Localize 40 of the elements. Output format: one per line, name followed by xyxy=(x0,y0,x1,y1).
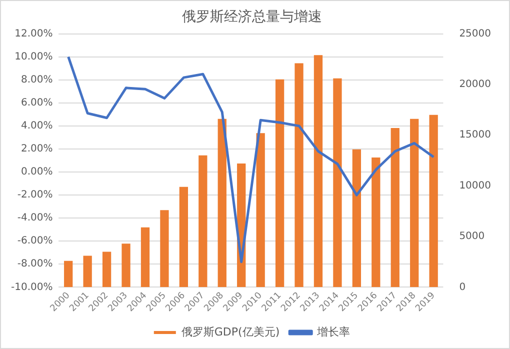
bar xyxy=(314,55,323,288)
y-tick-label: 12.00% xyxy=(14,28,53,40)
bar xyxy=(294,63,304,288)
bar xyxy=(275,79,284,288)
y2-tick-label: 25000 xyxy=(459,28,491,40)
y-tick-label: 4.00% xyxy=(20,120,53,132)
bar xyxy=(122,244,130,288)
y-tick-label: 10.00% xyxy=(14,51,53,62)
y2-tick-label: 10000 xyxy=(459,180,491,192)
y-tick-label: -4.00% xyxy=(17,212,53,224)
y-tick-label: 8.00% xyxy=(20,74,53,86)
bar xyxy=(179,186,188,288)
bar xyxy=(352,149,362,288)
bar xyxy=(372,157,380,288)
y2-tick-label: 0 xyxy=(459,282,466,293)
y2-tick-label: 5000 xyxy=(459,231,485,242)
chart-title: 俄罗斯经济总量与增速 xyxy=(182,9,322,26)
bar xyxy=(83,256,92,288)
bar xyxy=(140,227,150,288)
bar xyxy=(218,118,226,288)
y-tick-label: -8.00% xyxy=(17,258,53,270)
bar xyxy=(333,78,342,288)
y-tick-label: 0.00% xyxy=(20,166,53,178)
bar xyxy=(390,128,400,288)
y-tick-label: -10.00% xyxy=(10,282,53,293)
bar xyxy=(410,118,419,288)
legend-label: 俄罗斯GDP(亿美元) xyxy=(181,325,280,338)
bar xyxy=(198,155,208,288)
y2-tick-label: 20000 xyxy=(459,79,491,90)
bar xyxy=(160,210,169,288)
bar xyxy=(64,260,73,288)
y-tick-label: 6.00% xyxy=(20,97,53,108)
y-tick-label: -2.00% xyxy=(17,190,53,201)
bar xyxy=(102,252,112,288)
y-tick-label: -6.00% xyxy=(17,236,53,247)
legend-label: 增长率 xyxy=(316,325,350,338)
y2-tick-label: 15000 xyxy=(459,130,491,141)
bar xyxy=(429,114,438,288)
y-tick-label: 2.00% xyxy=(20,144,53,155)
bar xyxy=(256,133,265,288)
